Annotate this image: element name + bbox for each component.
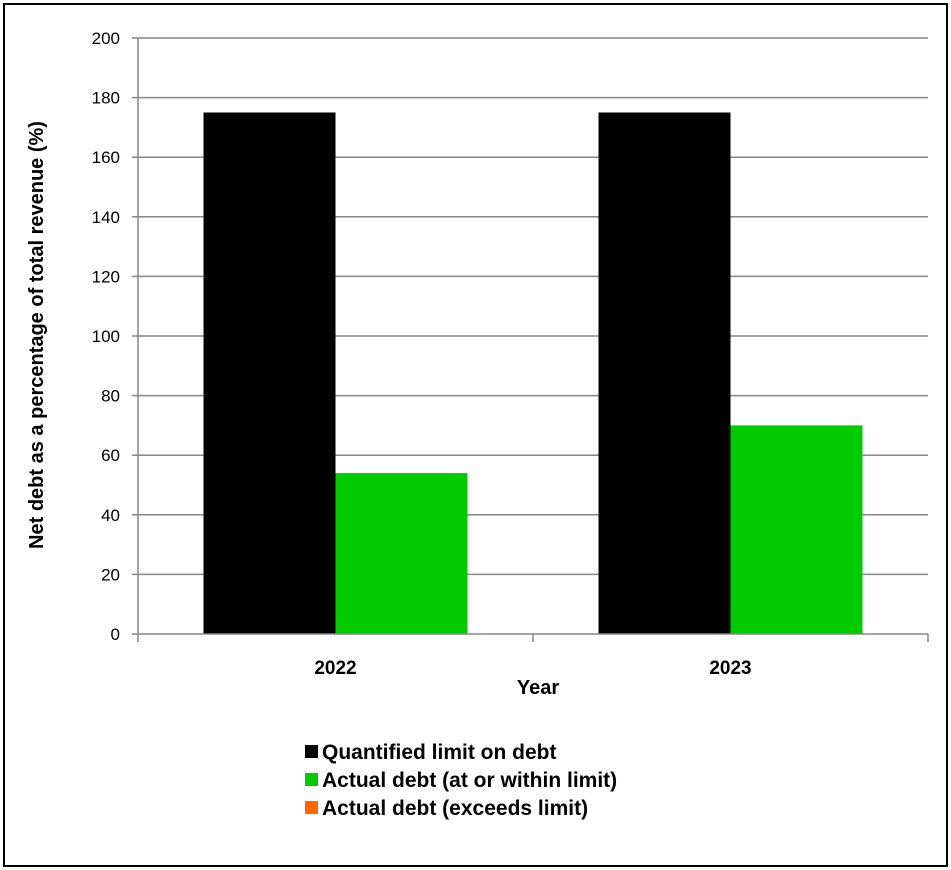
legend-label: Quantified limit on debt (322, 741, 557, 764)
y-tick-label: 80 (101, 387, 120, 406)
x-tick-label: 2022 (314, 658, 356, 679)
y-tick-label: 120 (92, 267, 120, 286)
y-tick-label: 20 (101, 565, 120, 584)
bar-limit-2022 (203, 112, 336, 634)
x-tick-marks (137, 634, 929, 642)
x-axis-title: Year (517, 677, 559, 699)
legend: Quantified limit on debt Actual debt (at … (305, 741, 617, 820)
bar-limit-2023 (598, 112, 731, 634)
y-tick-label: 160 (92, 148, 120, 167)
x-tick-label: 2023 (709, 658, 751, 679)
y-tick-label: 140 (92, 208, 120, 227)
legend-swatch (305, 801, 318, 814)
legend-label: Actual debt (exceeds limit) (322, 797, 588, 820)
y-tick-labels: 0 20 40 60 80 100 120 140 160 180 200 (92, 29, 120, 644)
x-tick-labels: 2022 2023 (314, 658, 751, 679)
y-tick-label: 40 (101, 506, 120, 525)
bar-actual-2023 (730, 425, 863, 634)
y-tick-label: 100 (92, 327, 120, 346)
bar-actual-2022 (335, 473, 468, 634)
y-axis-title: Net debt as a percentage of total revenu… (26, 121, 48, 549)
y-tick-label: 60 (101, 446, 120, 465)
y-tick-label: 200 (92, 29, 120, 48)
bars (203, 112, 863, 634)
legend-label: Actual debt (at or within limit) (322, 769, 617, 792)
y-tick-label: 180 (92, 89, 120, 108)
y-tick-label: 0 (111, 625, 120, 644)
legend-swatch (305, 773, 318, 786)
legend-swatch (305, 745, 318, 758)
